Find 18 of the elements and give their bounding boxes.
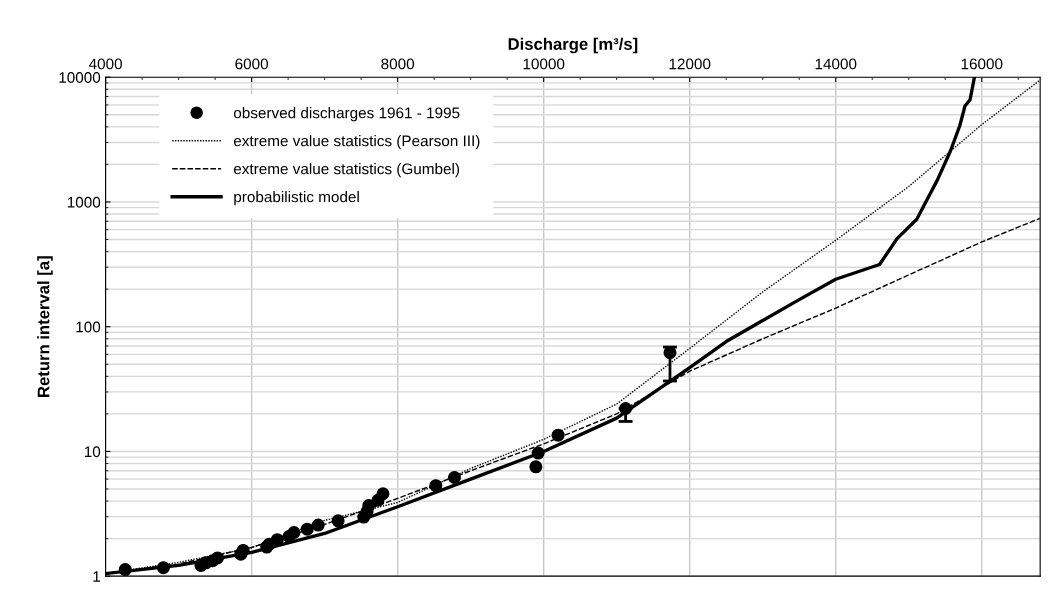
legend-label: extreme value statistics (Pearson III): [233, 135, 480, 150]
legend-label: extreme value statistics (Gumbel): [233, 163, 460, 178]
x-tick-label: 16000: [961, 58, 1003, 70]
legend-label: observed discharges 1961 - 1995: [233, 107, 460, 122]
x-tick-label: 6000: [235, 58, 269, 70]
x-tick-label: 10000: [523, 58, 565, 70]
x-tick-label: 14000: [815, 58, 857, 70]
y-tick-label: 100: [76, 321, 101, 333]
y-tick-label: 10: [84, 446, 101, 458]
x-tick-label: 12000: [669, 58, 711, 70]
x-tick-label: 4000: [88, 58, 122, 70]
x-tick-label: 8000: [381, 58, 415, 70]
y-tick-label: 1000: [67, 196, 101, 208]
y-axis-title: Return interval [a]: [37, 256, 53, 397]
legend-label: probabilistic model: [234, 191, 359, 206]
y-tick-label: 10000: [59, 72, 101, 83]
x-axis-title: Discharge [m³/s]: [508, 37, 638, 54]
y-tick-label: 1: [93, 571, 100, 582]
